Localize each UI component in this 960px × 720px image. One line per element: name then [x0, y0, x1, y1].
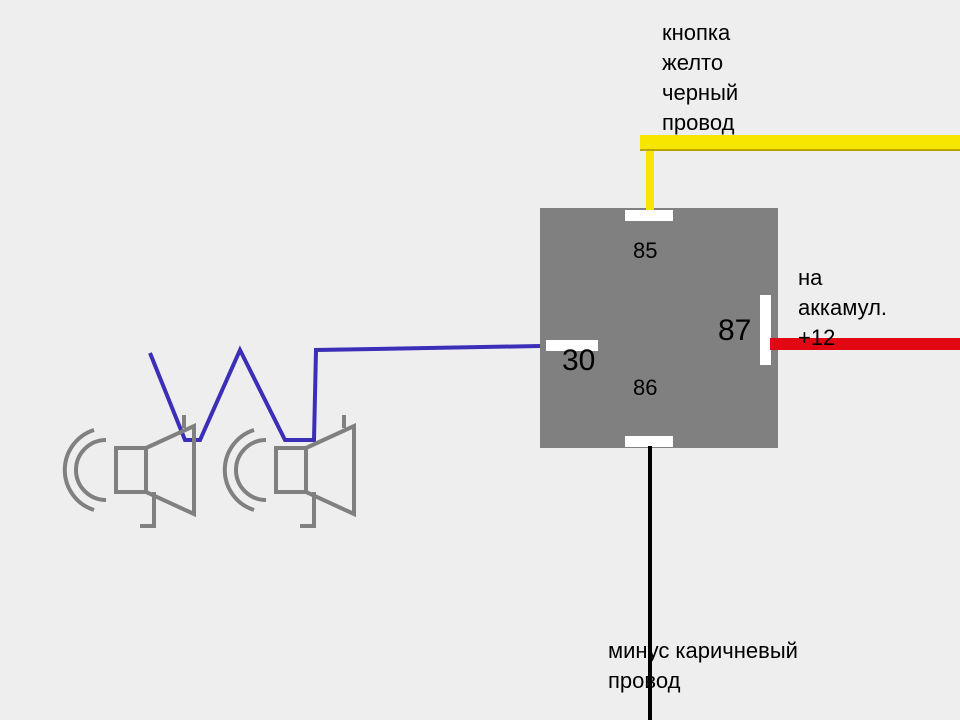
relay-pin-tab-85 [625, 210, 673, 221]
relay-pin-label-86: 86 [633, 375, 657, 400]
label-top-line: кнопка [662, 18, 738, 48]
label-top-line: желто [662, 48, 738, 78]
diagram-canvas: 85 86 30 87 [0, 0, 960, 720]
label-bottom: минус каричневый провод [608, 636, 798, 696]
label-right: на аккамул. +12 [798, 263, 887, 353]
label-bottom-line: минус каричневый [608, 636, 798, 666]
relay-pin-label-87: 87 [718, 314, 751, 347]
label-right-line: +12 [798, 323, 887, 353]
relay-pin-label-85: 85 [633, 238, 657, 263]
horn-right-icon [225, 415, 354, 526]
label-bottom-line: провод [608, 666, 798, 696]
relay-pin-label-30: 30 [562, 344, 595, 377]
relay-pin-tab-86 [625, 436, 673, 447]
label-top-line: провод [662, 108, 738, 138]
label-top: кнопка желто черный провод [662, 18, 738, 138]
label-right-line: аккамул. [798, 293, 887, 323]
relay-pin-tab-87 [760, 295, 771, 365]
label-right-line: на [798, 263, 887, 293]
label-top-line: черный [662, 78, 738, 108]
horn-left-icon [65, 415, 194, 526]
